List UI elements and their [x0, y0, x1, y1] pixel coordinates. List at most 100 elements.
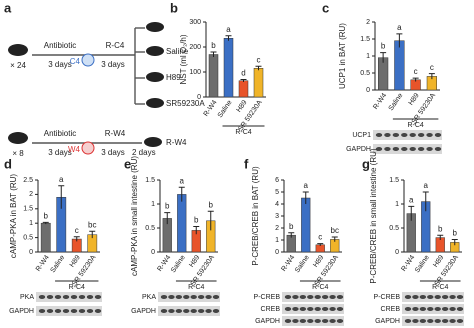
significance-letter: a — [304, 181, 309, 190]
x-tick-label: Saline — [170, 254, 187, 274]
blot-band — [86, 295, 94, 299]
blot-band — [70, 295, 78, 299]
count: × 24 — [10, 61, 26, 70]
blot-band — [183, 309, 190, 313]
significance-letter: c — [430, 63, 434, 72]
blot-band — [419, 307, 427, 311]
blot-label: GAPDH — [131, 308, 156, 315]
error-bar — [240, 79, 247, 82]
blot-band — [375, 147, 383, 151]
y-tick-label: 1 — [366, 53, 370, 60]
group-label: R-C4 — [312, 284, 328, 291]
significance-letter: c — [414, 67, 418, 76]
y-tick-label: 6 — [275, 177, 279, 184]
error-bar — [302, 191, 309, 204]
blot-band — [284, 319, 292, 323]
bar — [394, 40, 405, 91]
panel-letter: e — [124, 156, 131, 171]
panel: c UCP1 in BAT (RU) 0 0.5 1 1.5 2 b R-W4 a Saline c H… — [322, 0, 442, 154]
blot-band — [307, 295, 314, 299]
blot-band — [175, 309, 183, 313]
blot-band — [46, 309, 54, 313]
panel-a: a × 24 Antibiotic 3 days C4 R-C4 3 days … — [4, 0, 205, 158]
x-tick-label: H89 — [69, 254, 82, 269]
error-bar — [380, 52, 387, 63]
y-tick-label: 0 — [151, 249, 155, 256]
x-tick-label: R-W4 — [372, 92, 388, 111]
blot-band — [160, 309, 168, 313]
significance-letter: b — [211, 41, 216, 50]
y-tick-label: 0.5 — [360, 70, 370, 77]
bar — [253, 68, 264, 98]
blot-band — [78, 309, 86, 313]
y-axis-label: P-CREB/CREB in small intestine (RU) — [369, 148, 378, 283]
panel-letter: d — [4, 156, 12, 171]
blot-band — [168, 295, 175, 299]
blot-band — [404, 307, 412, 311]
panel: g P-CREB/CREB in small intestine (RU) 0 0.5… — [362, 148, 464, 326]
blot-band — [62, 309, 70, 313]
blot-band — [417, 133, 425, 137]
blot-band — [404, 295, 412, 299]
error-bar — [428, 73, 435, 80]
blot-band — [401, 133, 408, 137]
panel-letter: g — [362, 156, 370, 171]
error-bar — [412, 77, 419, 82]
error-bar — [255, 65, 262, 71]
blot-band — [38, 295, 46, 299]
blot-band — [417, 147, 425, 151]
blot-band — [392, 133, 400, 137]
significance-letter: c — [75, 226, 79, 235]
blot-band — [78, 295, 86, 299]
group-label: R-C4 — [407, 122, 423, 129]
significance-letter: b — [438, 224, 443, 233]
error-bar — [331, 236, 338, 242]
blot-label: CREB — [381, 306, 401, 313]
blot-band — [292, 319, 299, 323]
blot-band — [205, 295, 212, 299]
significance-letter: bc — [88, 220, 96, 229]
blot-band — [329, 307, 336, 311]
x-tick-label: H89 — [236, 99, 249, 114]
label: R-W4 — [105, 129, 126, 138]
label: R-C4 — [106, 41, 125, 50]
group-label: R-C4 — [235, 129, 251, 136]
blot-band — [190, 295, 197, 299]
blot-band — [427, 307, 434, 311]
y-tick-label: 100 — [189, 69, 201, 76]
blot — [373, 144, 442, 154]
blot-band — [314, 295, 321, 299]
error-bar — [408, 205, 415, 221]
blot-band — [284, 295, 292, 299]
blot-label: P-CREB — [374, 294, 401, 301]
y-tick-label: 1 — [151, 201, 155, 208]
blot-band — [299, 319, 307, 323]
y-tick-label: 1 — [29, 220, 33, 227]
significance-letter: b — [453, 229, 458, 238]
donor-icon — [81, 141, 95, 155]
group-label: R-C4 — [432, 284, 448, 291]
y-tick-label: 1.5 — [360, 36, 370, 43]
blot-band — [404, 319, 412, 323]
y-axis-label: cAMP-PKA in small intestine (RU) — [130, 156, 139, 276]
blot-band — [336, 307, 344, 311]
blot-band — [456, 307, 464, 311]
error-bar — [42, 221, 49, 225]
significance-letter: b — [165, 202, 170, 211]
blot-band — [434, 295, 441, 299]
y-tick-label: 0 — [197, 94, 201, 101]
blot-band — [205, 309, 212, 313]
y-tick-label: 1 — [275, 237, 279, 244]
blot-band — [449, 307, 456, 311]
blot-band — [412, 319, 419, 323]
error-bar — [437, 234, 444, 240]
blot-band — [94, 309, 102, 313]
label: 3 days — [101, 60, 125, 69]
blot-band — [299, 295, 307, 299]
y-tick-label: 1 — [395, 201, 399, 208]
y-axis-label: cAMP-PKA in BAT (RU) — [9, 174, 18, 259]
blot-label: GAPDH — [346, 146, 371, 153]
y-tick-label: 0 — [29, 249, 33, 256]
